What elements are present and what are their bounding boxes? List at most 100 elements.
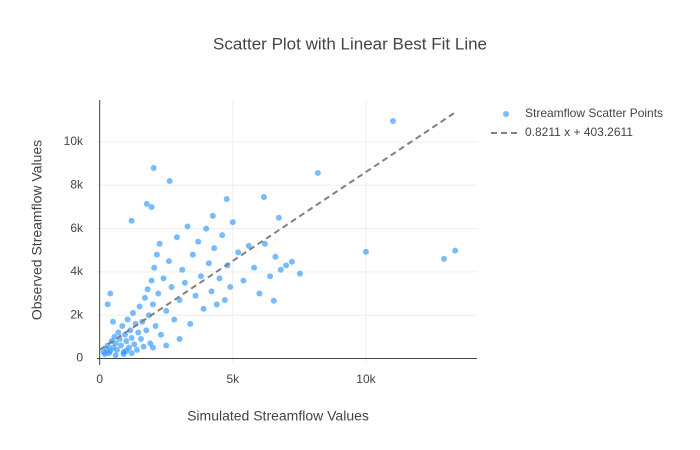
data-point [131, 341, 138, 348]
y-tick-label: 0 [76, 351, 83, 365]
data-point [160, 275, 167, 282]
y-tick-label: 6k [70, 221, 84, 235]
data-point [296, 270, 303, 277]
data-point [149, 344, 156, 351]
data-point [256, 290, 263, 297]
data-point [205, 260, 212, 267]
data-point [111, 333, 118, 340]
data-point [270, 297, 277, 304]
data-point [135, 329, 142, 336]
data-point [240, 277, 247, 284]
data-point [112, 352, 119, 359]
data-point [123, 338, 130, 345]
data-point [277, 266, 284, 273]
data-point [123, 347, 130, 354]
data-point [223, 195, 230, 202]
legend: Streamflow Scatter Points 0.8211 x + 403… [491, 106, 663, 139]
x-axis-title: Simulated Streamflow Values [187, 408, 369, 424]
data-point [213, 301, 220, 308]
data-point [128, 350, 135, 357]
data-point [104, 301, 111, 308]
data-point [143, 327, 150, 334]
data-point [440, 255, 447, 262]
data-point [141, 294, 148, 301]
data-point [137, 336, 144, 343]
data-point [192, 292, 199, 299]
data-point [153, 251, 160, 258]
data-point [245, 242, 252, 249]
x-tick-label: 0 [96, 372, 103, 386]
y-tick-label: 2k [70, 307, 84, 321]
data-point [189, 251, 196, 258]
data-point [113, 346, 120, 353]
data-point [136, 303, 143, 310]
data-point [127, 327, 134, 334]
data-point [195, 238, 202, 245]
data-point [203, 225, 210, 232]
data-point [209, 212, 216, 219]
data-point [109, 318, 116, 325]
data-point [124, 316, 131, 323]
data-point [314, 169, 321, 176]
data-point [221, 297, 228, 304]
x-tick-label: 10k [356, 372, 376, 386]
chart-title: Scatter Plot with Linear Best Fit Line [213, 34, 487, 53]
data-point [128, 217, 135, 224]
data-point [362, 248, 369, 255]
data-point [171, 316, 178, 323]
data-point [129, 310, 136, 317]
y-axis-title: Observed Streamflow Values [29, 140, 45, 320]
data-point [151, 264, 158, 271]
data-point [184, 223, 191, 230]
data-point [147, 340, 154, 347]
data-point [200, 305, 207, 312]
data-point [165, 258, 172, 265]
data-point [211, 245, 218, 252]
data-point [229, 219, 236, 226]
data-point [187, 320, 194, 327]
legend-label: Streamflow Scatter Points [525, 106, 663, 120]
data-point [119, 323, 126, 330]
data-point [128, 334, 135, 341]
plot-area: 0 2k 4k 6k 8k 10k 0 5k 10k [64, 100, 477, 386]
data-point [251, 264, 258, 271]
data-point [227, 284, 234, 291]
data-point [148, 203, 155, 210]
data-point [181, 279, 188, 286]
data-point [112, 340, 119, 347]
data-point [166, 177, 173, 184]
data-point [133, 346, 140, 353]
data-point [272, 253, 279, 260]
data-point [152, 323, 159, 330]
data-point [155, 290, 162, 297]
data-point [149, 301, 156, 308]
data-point [179, 266, 186, 273]
data-point [148, 277, 155, 284]
data-point [197, 273, 204, 280]
data-point [288, 258, 295, 265]
data-point [163, 307, 170, 314]
data-point [156, 240, 163, 247]
data-point [208, 288, 215, 295]
y-tick-label: 10k [64, 134, 84, 148]
data-point [261, 240, 268, 247]
data-point [235, 249, 242, 256]
data-point [117, 342, 124, 349]
data-point [219, 232, 226, 239]
data-point [283, 262, 290, 269]
y-tick-label: 8k [70, 177, 84, 191]
data-point [143, 200, 150, 207]
data-point [144, 286, 151, 293]
data-point [260, 193, 267, 200]
x-tick-label: 5k [226, 372, 240, 386]
data-point [157, 331, 164, 338]
fit-line [99, 111, 456, 351]
data-point [452, 247, 459, 254]
data-point [216, 275, 223, 282]
data-point [115, 329, 122, 336]
data-point [275, 214, 282, 221]
data-point [121, 331, 128, 338]
legend-marker [503, 111, 509, 117]
data-point [150, 164, 157, 171]
